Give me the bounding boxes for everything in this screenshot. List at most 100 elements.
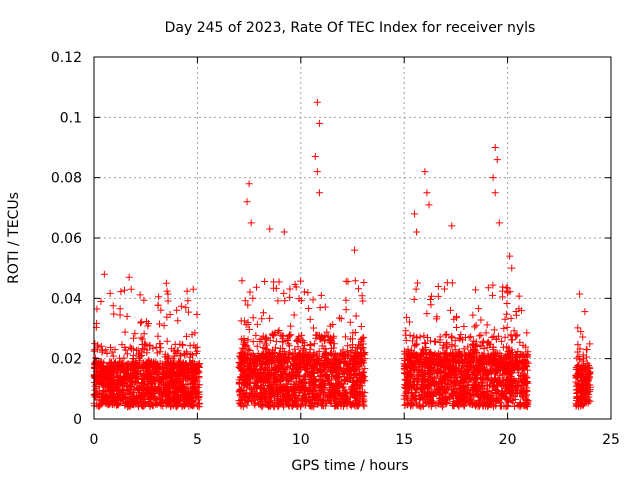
data-point: [139, 335, 147, 343]
y-tick-label: 0.04: [51, 291, 82, 307]
data-point: [507, 336, 515, 344]
data-point: [313, 168, 321, 176]
data-point: [111, 346, 119, 354]
data-point: [412, 285, 420, 293]
data-point: [118, 359, 126, 367]
data-point: [243, 198, 251, 206]
data-point: [423, 189, 431, 197]
data-point: [165, 378, 173, 386]
data-point: [123, 312, 131, 320]
data-point: [104, 367, 112, 375]
data-point: [577, 328, 585, 336]
data-point: [346, 318, 354, 326]
data-point: [129, 369, 137, 377]
data-point: [154, 301, 162, 309]
data-point: [139, 345, 147, 353]
data-point: [281, 297, 289, 305]
data-point: [108, 364, 116, 372]
data-point: [475, 305, 483, 313]
data-point: [315, 119, 323, 127]
data-point: [489, 174, 497, 182]
data-point: [421, 168, 429, 176]
data-point: [127, 285, 135, 293]
data-point: [176, 340, 184, 348]
data-point: [157, 306, 165, 314]
data-point: [243, 342, 251, 350]
data-point: [170, 394, 178, 402]
data-point: [576, 290, 584, 298]
data-point: [500, 324, 508, 332]
data-point: [469, 311, 477, 319]
data-point: [471, 323, 479, 331]
data-point: [194, 361, 202, 369]
data-point: [166, 311, 174, 319]
data-point: [342, 306, 350, 314]
data-point: [171, 383, 179, 391]
data-point: [358, 334, 366, 342]
data-point: [266, 225, 274, 233]
data-point: [110, 386, 118, 394]
data-point: [180, 350, 188, 358]
data-point: [144, 322, 152, 330]
data-point: [140, 385, 148, 393]
data-point: [94, 343, 102, 351]
data-point: [316, 304, 324, 312]
data-point: [245, 326, 253, 334]
data-point: [152, 343, 160, 351]
data-point: [189, 371, 197, 379]
data-point: [253, 342, 261, 350]
data-point: [165, 354, 173, 362]
data-point: [337, 315, 345, 323]
data-point: [489, 291, 497, 299]
y-axis-label: ROTI / TECUs: [6, 192, 22, 284]
data-point: [425, 201, 433, 209]
data-point: [156, 363, 164, 371]
data-point: [124, 360, 132, 368]
data-point: [305, 304, 313, 312]
data-point: [177, 302, 185, 310]
data-point: [121, 328, 129, 336]
data-point: [182, 304, 190, 312]
data-point: [434, 292, 442, 300]
data-point: [342, 296, 350, 304]
data-point: [157, 396, 165, 404]
data-point: [252, 331, 260, 339]
data-point: [157, 344, 165, 352]
data-point: [309, 296, 317, 304]
data-point: [177, 352, 185, 360]
data-point: [91, 340, 99, 348]
data-point: [431, 338, 439, 346]
data-point: [163, 397, 171, 405]
data-point: [164, 387, 172, 395]
data-point: [189, 285, 197, 293]
data-point: [195, 381, 203, 389]
data-point: [357, 336, 365, 344]
data-point: [193, 361, 201, 369]
data-point: [249, 338, 257, 346]
data-point: [280, 289, 288, 297]
data-point: [287, 322, 295, 330]
data-point: [174, 317, 182, 325]
y-tick-label: 0.1: [60, 110, 82, 126]
data-point: [147, 358, 155, 366]
data-point: [179, 366, 187, 374]
data-point: [91, 391, 99, 399]
data-point: [471, 286, 479, 294]
x-tick-label: 15: [395, 432, 413, 448]
data-point: [490, 326, 498, 334]
data-point: [138, 352, 146, 360]
data-point: [472, 321, 480, 329]
data-point: [238, 277, 246, 285]
data-point: [508, 264, 516, 272]
data-point: [163, 371, 171, 379]
data-point: [183, 287, 191, 295]
data-point: [253, 320, 261, 328]
data-point: [410, 295, 418, 303]
x-tick-label: 25: [602, 432, 620, 448]
data-point: [252, 283, 260, 291]
data-point: [239, 340, 247, 348]
data-point: [290, 311, 298, 319]
data-point: [93, 305, 101, 313]
data-point: [102, 346, 110, 354]
